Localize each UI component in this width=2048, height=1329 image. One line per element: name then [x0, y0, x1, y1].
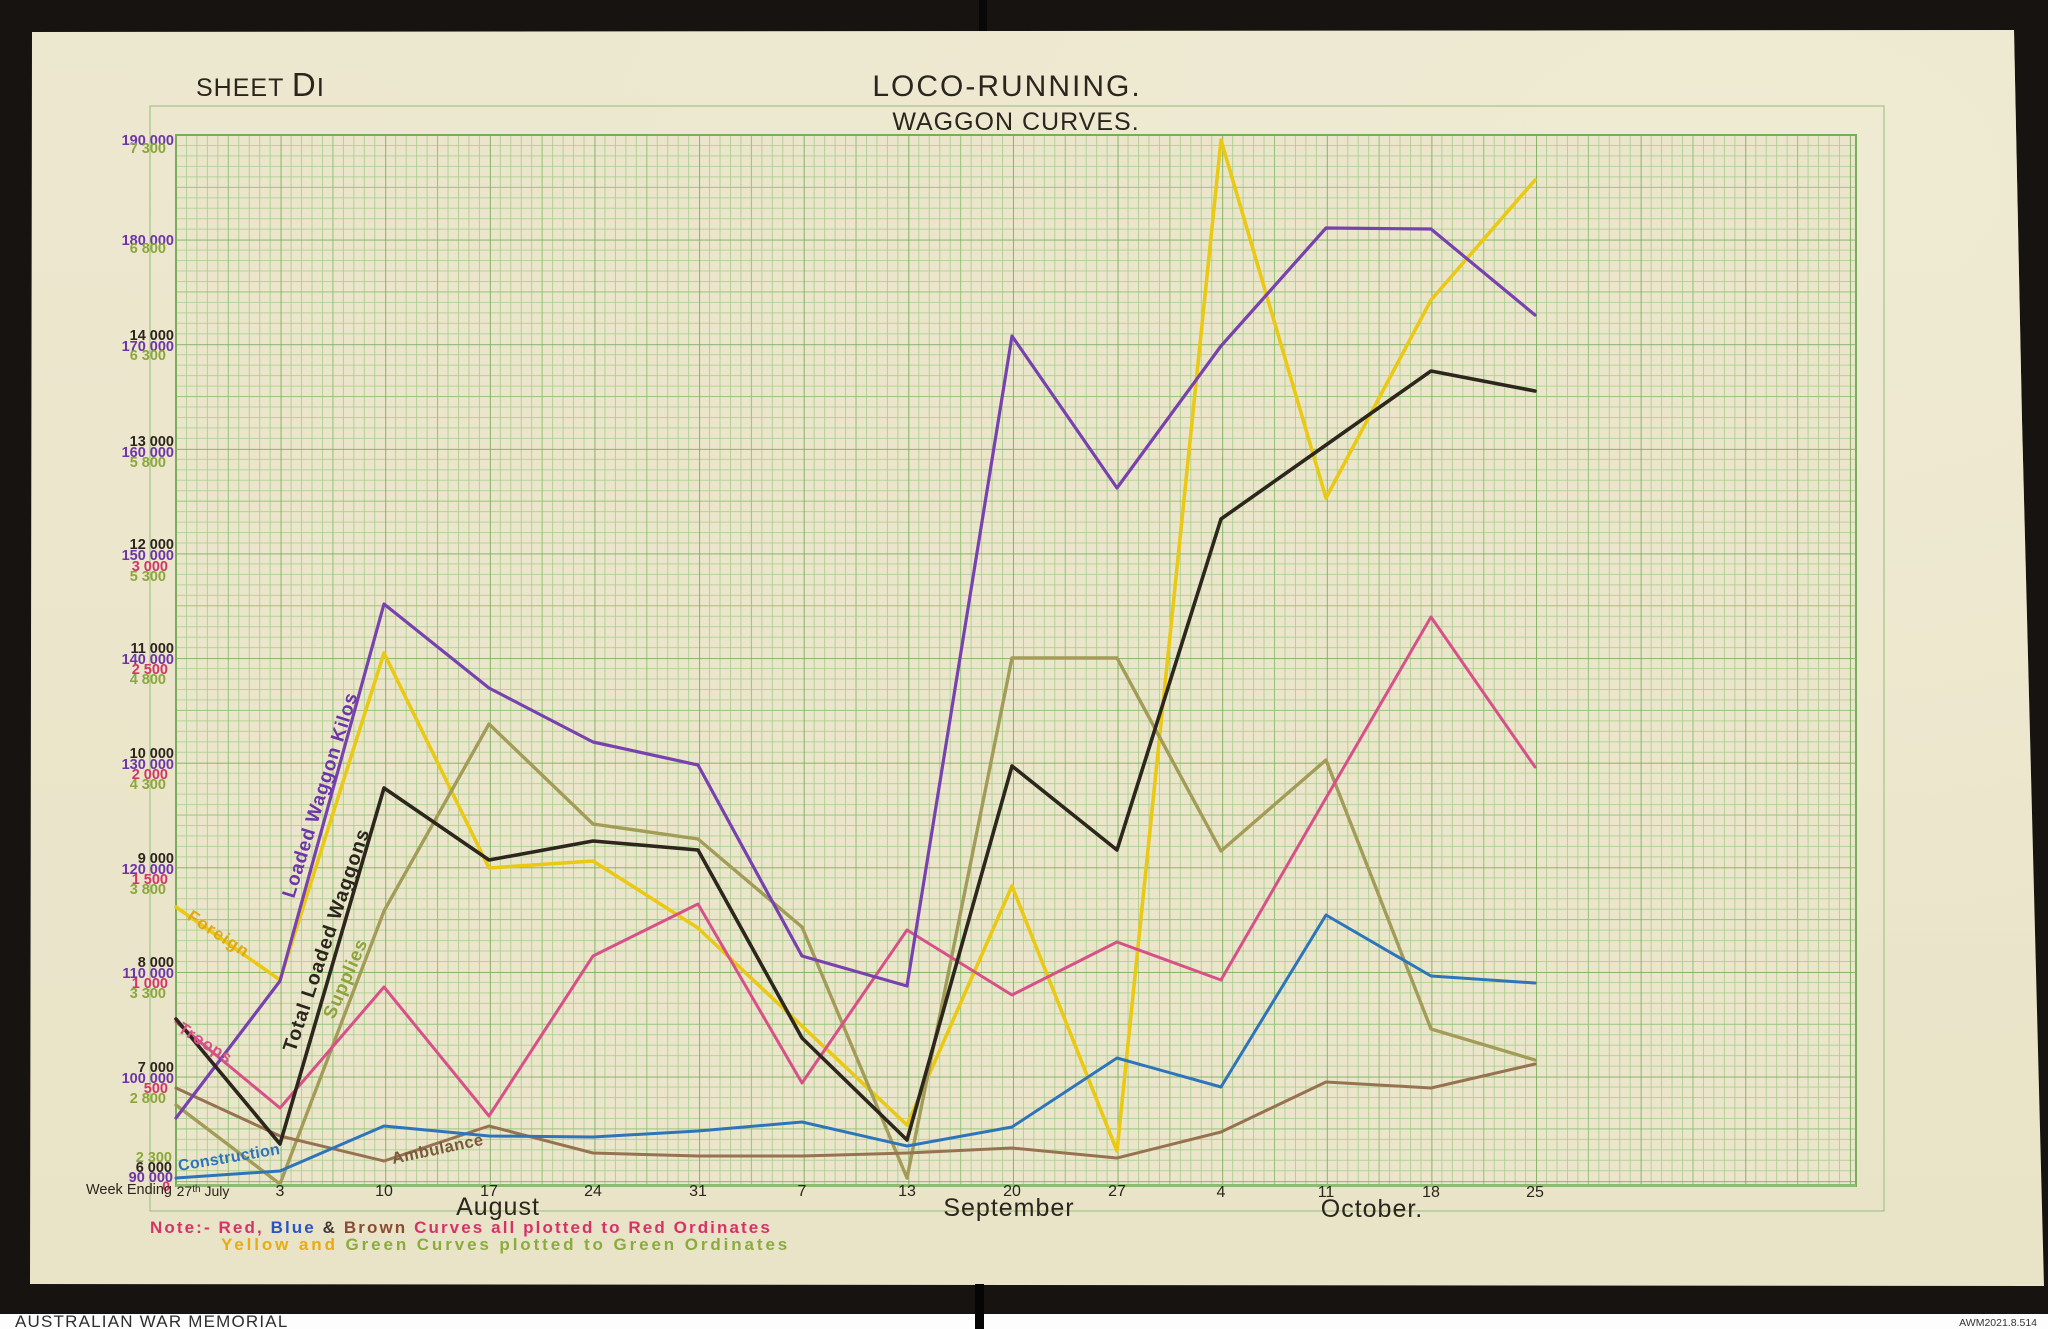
svg-text:6 300: 6 300 [130, 348, 166, 364]
svg-text:190 000: 190 000 [122, 133, 174, 149]
svg-text:WAGGON CURVES.: WAGGON CURVES. [892, 108, 1139, 136]
svg-text:17: 17 [480, 1183, 498, 1200]
svg-text:31: 31 [689, 1183, 707, 1200]
svg-text:4 300: 4 300 [130, 777, 166, 793]
svg-text:4 800: 4 800 [130, 672, 166, 688]
svg-text:8 000: 8 000 [138, 955, 174, 971]
svg-text:170 000: 170 000 [122, 339, 174, 355]
svg-text:Note:- Red, Blue & Brown Cur: Note:- Red, Blue & Brown Curves all plot… [150, 1218, 772, 1237]
svg-text:5 300: 5 300 [130, 569, 166, 585]
svg-text:14 000: 14 000 [130, 328, 174, 344]
svg-text:13: 13 [898, 1183, 916, 1200]
svg-text:7: 7 [798, 1183, 807, 1200]
svg-text:4: 4 [1217, 1184, 1226, 1201]
svg-text:20: 20 [1003, 1183, 1021, 1200]
svg-text:0: 0 [162, 1178, 170, 1194]
svg-text:11 000: 11 000 [130, 641, 174, 657]
svg-text:13 000: 13 000 [130, 434, 174, 450]
svg-text:2 800: 2 800 [130, 1091, 166, 1107]
svg-text:Yellow and Green Curves: Yellow and Green Curves plotted to Green… [221, 1235, 790, 1254]
svg-text:500: 500 [144, 1081, 168, 1097]
svg-text:24: 24 [584, 1183, 602, 1200]
svg-text:27: 27 [1108, 1183, 1126, 1200]
svg-text:2 500: 2 500 [132, 662, 168, 678]
svg-text:7 000: 7 000 [138, 1060, 174, 1076]
svg-text:12 000: 12 000 [130, 537, 174, 553]
svg-text:3 300: 3 300 [130, 986, 166, 1002]
svg-text:11: 11 [1318, 1184, 1335, 1201]
svg-text:110 000: 110 000 [122, 966, 174, 982]
svg-text:9 000: 9 000 [138, 851, 174, 867]
svg-text:6 800: 6 800 [130, 241, 166, 257]
svg-text:120 000: 120 000 [122, 862, 174, 878]
svg-text:August: August [456, 1193, 540, 1221]
svg-text:3 800: 3 800 [130, 882, 166, 898]
svg-text:2 000: 2 000 [132, 767, 168, 783]
svg-text:18: 18 [1422, 1184, 1440, 1201]
svg-text:100 000: 100 000 [122, 1071, 174, 1087]
svg-text:1 000: 1 000 [132, 976, 168, 992]
svg-text:7 300: 7 300 [130, 141, 166, 157]
svg-text:5 800: 5 800 [130, 455, 166, 471]
svg-text:10: 10 [375, 1183, 393, 1200]
svg-text:27th July: 27th July [177, 1183, 230, 1199]
svg-text:3: 3 [276, 1183, 285, 1200]
svg-text:AUSTRALIAN WAR MEMORIAL: AUSTRALIAN WAR MEMORIAL [15, 1312, 289, 1329]
svg-text:90 000: 90 000 [129, 1170, 173, 1186]
svg-text:1 500: 1 500 [132, 872, 168, 888]
svg-text:3 000: 3 000 [132, 559, 168, 575]
svg-text:160 000: 160 000 [122, 445, 174, 461]
svg-text:AWM2021.8.514: AWM2021.8.514 [1959, 1317, 2037, 1329]
svg-text:6 000: 6 000 [136, 1160, 172, 1176]
svg-text:10 000: 10 000 [130, 746, 174, 762]
svg-text:140 000: 140 000 [122, 652, 174, 668]
svg-text:LOCO-RUNNING.: LOCO-RUNNING. [872, 70, 1141, 103]
svg-text:180 000: 180 000 [122, 233, 174, 249]
svg-text:150 000: 150 000 [122, 548, 174, 564]
svg-text:Week Ending: Week Ending [86, 1182, 172, 1198]
svg-text:October.: October. [1321, 1195, 1424, 1223]
svg-text:25: 25 [1526, 1184, 1544, 1201]
svg-text:130 000: 130 000 [122, 757, 174, 773]
svg-text:September: September [943, 1194, 1074, 1222]
svg-text:2 300: 2 300 [136, 1150, 172, 1166]
